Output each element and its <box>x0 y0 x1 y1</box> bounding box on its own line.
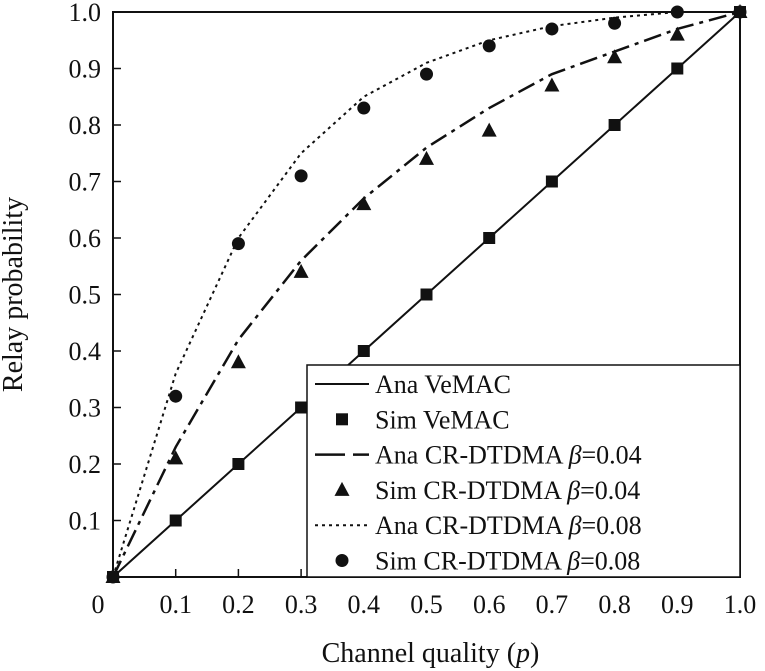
data-point <box>545 175 558 188</box>
data-point <box>294 169 308 183</box>
data-point <box>419 150 434 165</box>
legend: Ana VeMAC Sim VeMAC Ana CR-DTDMA β=0.04 Sim… <box>306 364 741 578</box>
series-line-4 <box>112 11 740 578</box>
data-point <box>483 232 496 244</box>
data-point <box>545 22 559 36</box>
data-point <box>420 288 433 301</box>
data-point <box>544 77 560 92</box>
data-point <box>482 39 496 53</box>
x-tick-label: 1.0 <box>724 590 757 619</box>
y-tick-label: 0.6 <box>69 224 102 253</box>
series-line-2 <box>111 10 741 578</box>
legend-label: Sim CR-DTDMA β=0.04 <box>375 476 640 505</box>
data-point <box>420 67 433 81</box>
data-point <box>295 401 308 414</box>
data-point <box>169 514 182 527</box>
legend-marker <box>334 481 350 496</box>
x-tick-label: 0.4 <box>348 590 381 619</box>
legend-label: Ana VeMAC <box>375 370 511 399</box>
x-tick-label: 0.8 <box>598 590 631 619</box>
x-tick-label: 0.7 <box>536 590 569 619</box>
data-point <box>607 49 623 64</box>
data-point <box>231 237 245 251</box>
legend-box <box>306 364 741 578</box>
series-5 <box>106 5 747 584</box>
data-point <box>608 16 622 30</box>
data-point <box>481 122 497 137</box>
x-axis-title: Channel quality (p) <box>322 638 540 669</box>
y-tick-label: 0.2 <box>69 450 102 479</box>
y-tick-label: 0.9 <box>69 55 102 84</box>
legend-label: Sim CR-DTDMA β=0.08 <box>375 547 640 576</box>
data-point <box>293 263 309 278</box>
data-point <box>357 345 370 357</box>
legend-marker <box>336 413 348 426</box>
x-tick-label: 0.5 <box>410 590 443 619</box>
data-point <box>356 196 372 211</box>
data-point <box>232 458 245 470</box>
y-tick-label: 0.7 <box>69 168 102 197</box>
y-tick-label: 0.8 <box>69 111 102 140</box>
series-2 <box>111 10 741 578</box>
legend-label: Ana CR-DTDMA β=0.08 <box>375 511 642 540</box>
data-point <box>169 389 183 403</box>
data-point <box>669 26 685 41</box>
x-tick-label: 0.2 <box>222 590 255 619</box>
series-1 <box>107 6 746 583</box>
legend-label: Sim VeMAC <box>375 405 510 434</box>
data-point <box>671 62 684 75</box>
legend-marker <box>335 554 349 567</box>
x-tick-label: 0.6 <box>473 590 506 619</box>
x-tick-label: 0.9 <box>661 590 694 619</box>
series-layer <box>105 4 748 584</box>
data-point <box>168 450 184 465</box>
y-tick-label: 1.0 <box>69 0 102 27</box>
x-tick-label: 0.3 <box>285 590 318 619</box>
origin-label: 0 <box>92 590 105 619</box>
data-point <box>608 119 621 131</box>
y-axis-title: Relay probability <box>0 197 29 392</box>
y-tick-label: 0.1 <box>69 507 102 536</box>
y-tick-label: 0.4 <box>69 337 102 366</box>
data-point <box>357 101 371 115</box>
y-tick-label: 0.3 <box>69 394 102 423</box>
series-4 <box>112 11 740 578</box>
data-point <box>230 354 246 369</box>
legend-label: Ana CR-DTDMA β=0.04 <box>375 441 642 470</box>
x-tick-label: 0.1 <box>159 590 192 619</box>
y-tick-label: 0.5 <box>69 281 102 310</box>
